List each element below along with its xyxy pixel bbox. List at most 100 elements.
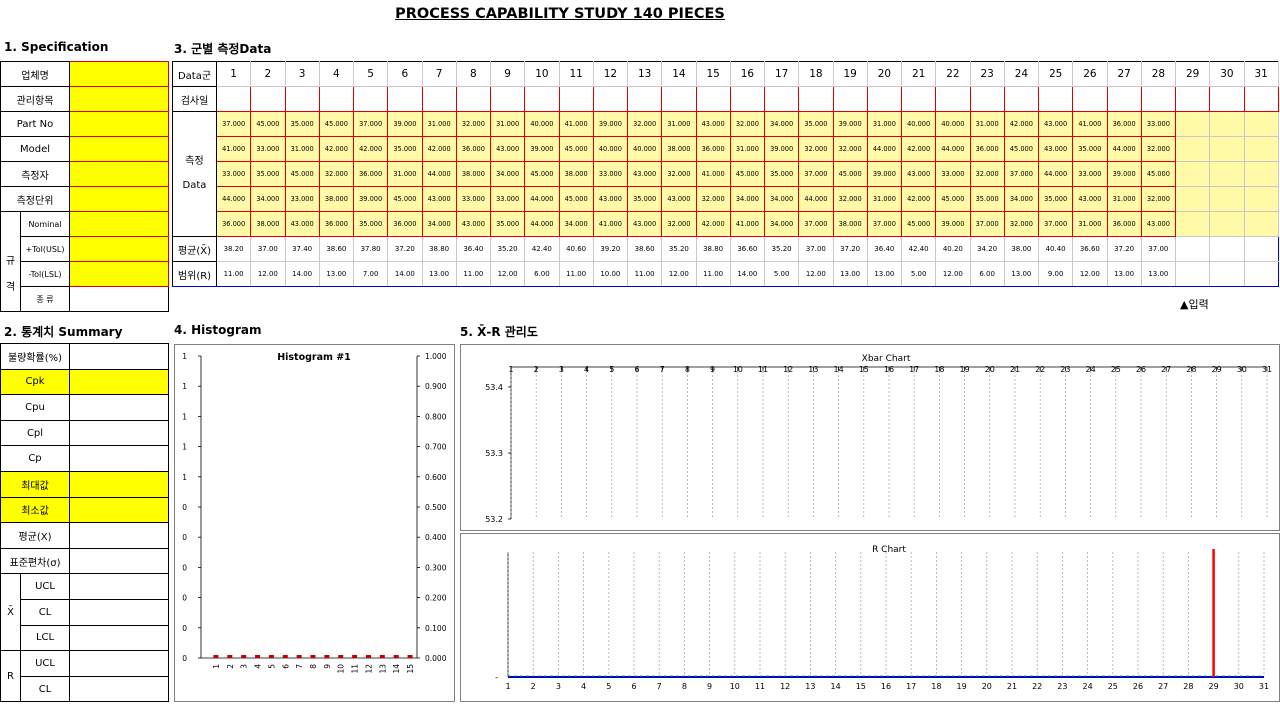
- measurement-cell[interactable]: 31.000: [969, 111, 1005, 137]
- measurement-cell[interactable]: [1174, 186, 1211, 212]
- inspection-date-cell[interactable]: [318, 86, 355, 112]
- measurement-cell[interactable]: 37.000: [215, 111, 252, 137]
- measurement-cell[interactable]: 32.000: [729, 111, 766, 137]
- measurement-cell[interactable]: 39.000: [1106, 161, 1142, 187]
- measurement-cell[interactable]: 45.000: [318, 111, 355, 137]
- measurement-cell[interactable]: 43.000: [1140, 211, 1177, 237]
- measurement-cell[interactable]: 36.000: [352, 161, 389, 187]
- inspection-date-cell[interactable]: [695, 86, 731, 112]
- inspection-date-cell[interactable]: [1140, 86, 1177, 112]
- measurement-cell[interactable]: 39.000: [832, 111, 868, 137]
- measurement-cell[interactable]: 45.000: [558, 186, 594, 212]
- measurement-cell[interactable]: 31.000: [387, 161, 423, 187]
- spec-company-input[interactable]: [69, 61, 170, 87]
- measurement-cell[interactable]: 33.000: [1140, 111, 1177, 137]
- spec-usl-input[interactable]: [69, 236, 170, 262]
- measurement-cell[interactable]: 40.000: [592, 136, 629, 162]
- measurement-cell[interactable]: 33.000: [592, 161, 629, 187]
- inspection-date-cell[interactable]: [489, 86, 526, 112]
- measurement-cell[interactable]: 37.000: [352, 111, 389, 137]
- inspection-date-cell[interactable]: [866, 86, 903, 112]
- measurement-cell[interactable]: 34.000: [763, 211, 800, 237]
- inspection-date-cell[interactable]: [1106, 86, 1142, 112]
- measurement-cell[interactable]: 37.000: [798, 161, 834, 187]
- measurement-cell[interactable]: 32.000: [626, 111, 663, 137]
- measurement-cell[interactable]: 42.000: [421, 136, 457, 162]
- inspection-date-cell[interactable]: [1003, 86, 1040, 112]
- measurement-cell[interactable]: 42.000: [900, 136, 937, 162]
- measurement-cell[interactable]: 34.000: [729, 186, 766, 212]
- measurement-cell[interactable]: 41.000: [215, 136, 252, 162]
- measurement-cell[interactable]: 32.000: [1140, 186, 1177, 212]
- measurement-cell[interactable]: [1243, 136, 1279, 162]
- measurement-cell[interactable]: 38.000: [250, 211, 286, 237]
- measurement-cell[interactable]: 32.000: [1140, 136, 1177, 162]
- measurement-cell[interactable]: 39.000: [866, 161, 903, 187]
- measurement-cell[interactable]: 40.000: [626, 136, 663, 162]
- measurement-cell[interactable]: 45.000: [900, 211, 937, 237]
- measurement-cell[interactable]: 35.000: [387, 136, 423, 162]
- measurement-cell[interactable]: 31.000: [1072, 211, 1108, 237]
- measurement-cell[interactable]: 44.000: [421, 161, 457, 187]
- measurement-cell[interactable]: 32.000: [798, 136, 834, 162]
- measurement-cell[interactable]: 43.000: [455, 211, 492, 237]
- measurement-cell[interactable]: 41.000: [1072, 111, 1108, 137]
- measurement-cell[interactable]: 31.000: [729, 136, 766, 162]
- measurement-cell[interactable]: [1209, 211, 1245, 237]
- inspection-date-cell[interactable]: [729, 86, 766, 112]
- measurement-cell[interactable]: 33.000: [284, 186, 320, 212]
- measurement-cell[interactable]: 41.000: [729, 211, 766, 237]
- inspection-date-cell[interactable]: [798, 86, 834, 112]
- measurement-cell[interactable]: 42.000: [900, 186, 937, 212]
- spec-measurer-input[interactable]: [69, 161, 170, 187]
- measurement-cell[interactable]: 36.000: [215, 211, 252, 237]
- measurement-cell[interactable]: 32.000: [318, 161, 355, 187]
- inspection-date-cell[interactable]: [763, 86, 800, 112]
- measurement-cell[interactable]: 35.000: [489, 211, 526, 237]
- measurement-cell[interactable]: 35.000: [763, 161, 800, 187]
- measurement-cell[interactable]: 39.000: [387, 111, 423, 137]
- measurement-cell[interactable]: 44.000: [1037, 161, 1074, 187]
- measurement-cell[interactable]: 45.000: [250, 111, 286, 137]
- inspection-date-cell[interactable]: [900, 86, 937, 112]
- measurement-cell[interactable]: 42.000: [695, 211, 731, 237]
- measurement-cell[interactable]: [1174, 111, 1211, 137]
- measurement-cell[interactable]: 33.000: [935, 161, 971, 187]
- measurement-cell[interactable]: 32.000: [969, 161, 1005, 187]
- measurement-cell[interactable]: [1243, 161, 1279, 187]
- measurement-cell[interactable]: 45.000: [558, 136, 594, 162]
- spec-lsl-input[interactable]: [69, 261, 170, 287]
- xbar-chart-panel[interactable]: Xbar Chart 1 2 3 4 5 6 7 8 9 10 11 12 13 14 15 16 17 18 19 2…: [460, 344, 1280, 531]
- measurement-cell[interactable]: [1209, 186, 1245, 212]
- measurement-cell[interactable]: [1243, 211, 1279, 237]
- measurement-cell[interactable]: [1174, 161, 1211, 187]
- inspection-date-cell[interactable]: [1243, 86, 1279, 112]
- measurement-cell[interactable]: 38.000: [318, 186, 355, 212]
- measurement-cell[interactable]: 31.000: [866, 111, 903, 137]
- measurement-cell[interactable]: 32.000: [661, 161, 697, 187]
- measurement-cell[interactable]: 44.000: [935, 136, 971, 162]
- measurement-cell[interactable]: [1209, 136, 1245, 162]
- measurement-cell[interactable]: 35.000: [798, 111, 834, 137]
- measurement-cell[interactable]: 40.000: [524, 111, 560, 137]
- measurement-cell[interactable]: 43.000: [626, 211, 663, 237]
- measurement-cell[interactable]: [1243, 186, 1279, 212]
- measurement-cell[interactable]: 31.000: [421, 111, 457, 137]
- spec-kind-value[interactable]: [69, 286, 170, 312]
- measurement-cell[interactable]: 39.000: [592, 111, 629, 137]
- measurement-cell[interactable]: 32.000: [1003, 211, 1040, 237]
- inspection-date-cell[interactable]: [455, 86, 492, 112]
- measurement-cell[interactable]: 40.000: [900, 111, 937, 137]
- measurement-cell[interactable]: 45.000: [832, 161, 868, 187]
- measurement-cell[interactable]: 45.000: [387, 186, 423, 212]
- measurement-cell[interactable]: 42.000: [352, 136, 389, 162]
- measurement-cell[interactable]: 31.000: [1106, 186, 1142, 212]
- measurement-cell[interactable]: 36.000: [318, 211, 355, 237]
- spec-unit-input[interactable]: [69, 186, 170, 212]
- measurement-cell[interactable]: 43.000: [695, 111, 731, 137]
- measurement-cell[interactable]: 33.000: [1072, 161, 1108, 187]
- inspection-date-cell[interactable]: [1209, 86, 1245, 112]
- measurement-cell[interactable]: 36.000: [455, 136, 492, 162]
- measurement-cell[interactable]: [1209, 111, 1245, 137]
- measurement-cell[interactable]: 41.000: [592, 211, 629, 237]
